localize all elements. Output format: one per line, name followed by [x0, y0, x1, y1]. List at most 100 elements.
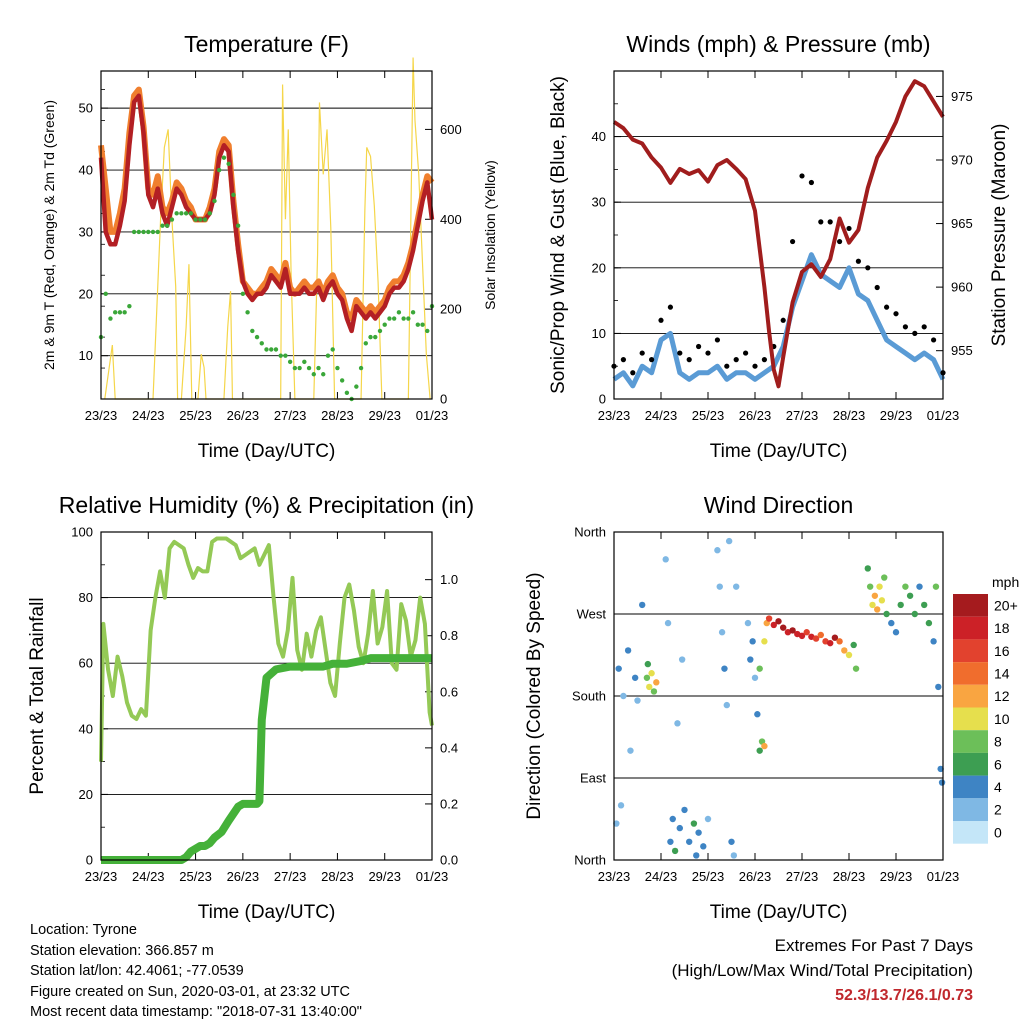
point-direction [812, 635, 820, 642]
point-dewpoint [368, 334, 373, 340]
extremes-heading: Extremes For Past 7 Days [774, 936, 973, 955]
point-dewpoint [226, 161, 231, 167]
y-tick-label: 20 [592, 260, 606, 275]
y-right-axis-label: Station Pressure (Maroon) [989, 124, 1010, 347]
point-direction [662, 556, 669, 563]
y-tick-label: 40 [79, 721, 93, 736]
point-dewpoint [344, 390, 350, 396]
point-direction [723, 701, 730, 709]
y-tick-label: South [572, 689, 606, 704]
x-tick-label: 27/23 [274, 869, 307, 884]
point-dewpoint [108, 316, 113, 321]
point-direction [714, 547, 721, 554]
legend-swatch [953, 775, 988, 799]
y-tick-label: 30 [592, 195, 606, 210]
point-gust [620, 357, 627, 363]
y-right-tick-label: 0.4 [440, 740, 458, 755]
x-axis-label: Time (Day/UTC) [198, 902, 336, 923]
y-right-tick-label: 200 [440, 302, 462, 317]
point-direction [747, 656, 754, 663]
chart-title: Temperature (F) [184, 31, 349, 57]
point-dewpoint [174, 211, 179, 216]
point-direction [930, 638, 937, 645]
legend-swatch [953, 684, 988, 708]
series-precipitation [101, 654, 432, 864]
y-right-tick-label: 0 [440, 392, 447, 407]
point-direction [695, 829, 702, 836]
point-direction [681, 806, 688, 814]
point-dewpoint [311, 372, 316, 377]
plot-frame [100, 70, 433, 400]
y-tick-label: 60 [79, 656, 93, 671]
point-dewpoint [136, 229, 142, 235]
legend-label: 10 [994, 711, 1010, 727]
x-tick-label: 29/23 [880, 408, 913, 423]
x-tick-label: 26/23 [227, 408, 260, 423]
point-gust [780, 317, 786, 323]
y-tick-label: 20 [79, 787, 93, 802]
y-tick-label: 40 [592, 129, 606, 144]
legend-swatch [953, 594, 988, 617]
point-direction [751, 674, 759, 681]
point-dewpoint [415, 322, 421, 327]
point-dewpoint [217, 167, 222, 173]
point-dewpoint [231, 192, 236, 197]
point-dewpoint [269, 347, 274, 352]
point-dewpoint [401, 316, 406, 321]
point-direction [634, 697, 641, 704]
point-direction [704, 815, 712, 823]
point-direction [916, 583, 923, 590]
point-dewpoint [112, 310, 118, 315]
point-direction [728, 838, 735, 845]
point-gust [649, 357, 655, 363]
point-gust [921, 324, 927, 330]
legend-swatch [953, 616, 988, 640]
y-right-tick-label: 970 [951, 152, 973, 167]
point-direction [876, 583, 883, 590]
point-direction [653, 679, 660, 686]
point-dewpoint [358, 365, 364, 371]
point-dewpoint [127, 303, 132, 309]
point-direction [938, 779, 946, 786]
point-direction [716, 583, 723, 590]
x-tick-label: 25/23 [179, 408, 212, 423]
point-direction [765, 615, 773, 622]
point-direction [881, 574, 888, 581]
legend-swatch [953, 730, 988, 753]
x-tick-label: 29/23 [368, 408, 401, 423]
point-direction [613, 820, 620, 827]
point-dewpoint [283, 353, 288, 358]
x-tick-label: 28/23 [321, 869, 354, 884]
y-axis-label: Percent & Total Rainfall [27, 597, 48, 794]
point-dewpoint [321, 372, 326, 377]
figure-created: Figure created on Sun, 2020-03-01, at 23… [30, 983, 350, 1000]
x-tick-label: 01/23 [927, 408, 960, 423]
x-axis-label: Time (Day/UTC) [710, 441, 848, 462]
legend-label: 12 [994, 688, 1010, 704]
point-dewpoint [325, 353, 331, 358]
legend-label: 0 [994, 824, 1002, 840]
point-gust [827, 219, 833, 225]
legend-label: 14 [994, 665, 1010, 681]
point-direction [721, 665, 728, 672]
x-tick-label: 24/23 [645, 869, 678, 884]
point-direction [883, 610, 890, 618]
y-tick-label: North [574, 853, 606, 868]
point-direction [775, 618, 782, 625]
y-axis-label: Sonic/Prop Wind & Gust (Blue, Black) [548, 76, 569, 394]
point-dewpoint [339, 378, 345, 383]
point-direction [921, 601, 928, 609]
chart-title: Relative Humidity (%) & Precipitation (i… [59, 492, 474, 518]
point-dewpoint [264, 347, 269, 352]
legend-swatch [953, 639, 988, 663]
legend-label: 2 [994, 802, 1002, 818]
point-direction [932, 583, 940, 590]
y-tick-label: 10 [79, 348, 93, 363]
point-gust [743, 350, 749, 356]
point-direction [911, 610, 918, 618]
plot-frame [613, 531, 944, 861]
point-gust [912, 330, 918, 336]
y-right-tick-label: 600 [440, 122, 462, 137]
point-dewpoint [292, 365, 298, 371]
point-direction [761, 638, 768, 645]
